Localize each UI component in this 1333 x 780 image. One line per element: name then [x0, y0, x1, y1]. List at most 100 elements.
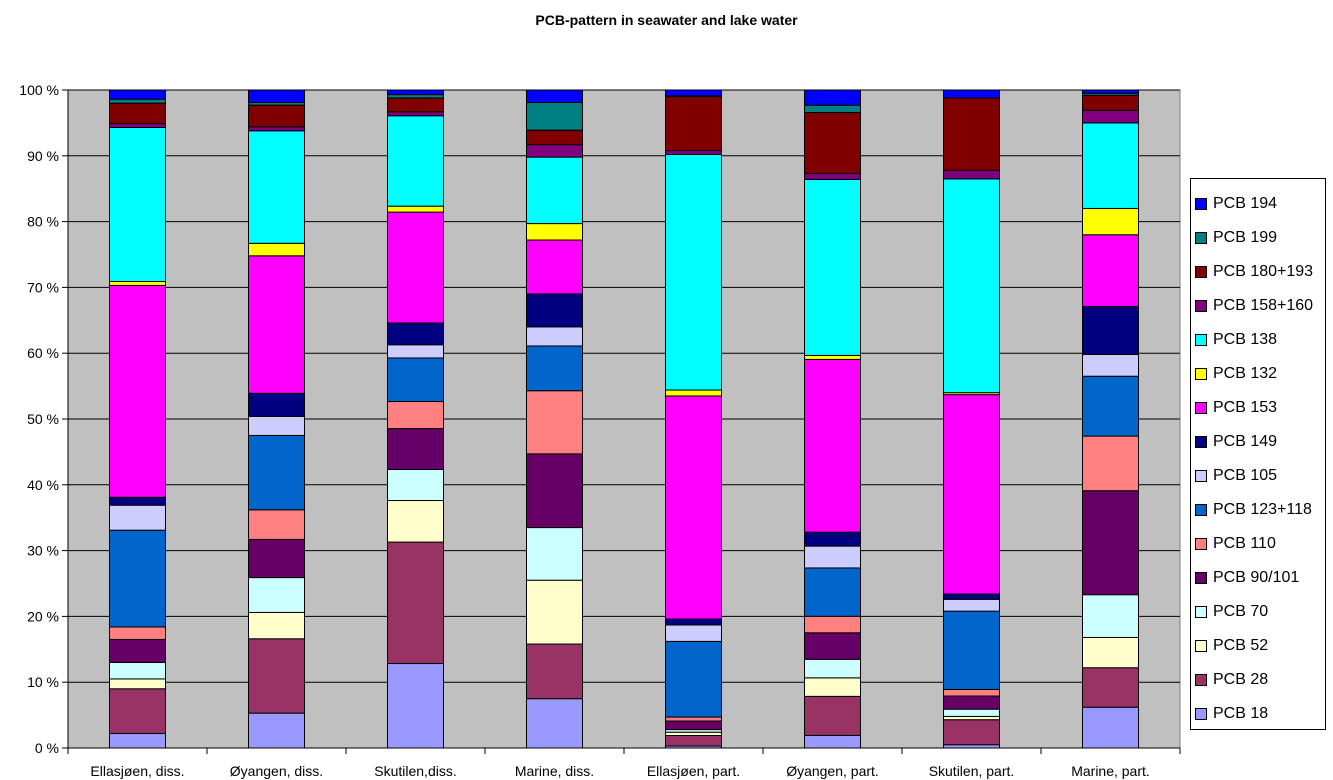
bar-segment — [1082, 375, 1139, 437]
bar-segment — [1082, 636, 1139, 669]
legend-label: PCB 138 — [1213, 331, 1278, 348]
legend-swatch — [1195, 538, 1207, 550]
bar-segment — [943, 178, 1000, 394]
legend-swatch — [1195, 606, 1207, 618]
bar-segment — [804, 695, 861, 736]
bar-segment — [943, 719, 1000, 746]
legend-label: PCB 90/101 — [1213, 569, 1300, 586]
bar-segment — [248, 509, 305, 540]
bar-segment — [1082, 594, 1139, 638]
bar-segment — [248, 538, 305, 579]
bar-segment — [387, 89, 444, 96]
bar-segment — [943, 169, 1000, 180]
bar-segment — [387, 500, 444, 543]
bar-segment — [1082, 667, 1139, 708]
bar-segment — [109, 89, 166, 100]
x-tick-label: Øyangen, diss. — [230, 763, 323, 779]
bar-segment — [804, 567, 861, 617]
legend-label: PCB 158+160 — [1213, 297, 1314, 314]
bar-segment — [804, 354, 861, 360]
bar-segment — [1082, 109, 1139, 124]
bar-segment — [109, 504, 166, 531]
legend-item: PCB 70 — [1191, 595, 1325, 629]
bar-segment — [804, 615, 861, 634]
bar-segment — [248, 712, 305, 749]
y-tick-label: 0 % — [35, 740, 59, 756]
bar-segment — [1082, 706, 1139, 749]
legend-label: PCB 123+118 — [1213, 501, 1312, 518]
legend-label: PCB 105 — [1213, 467, 1278, 484]
bar-segment — [109, 123, 166, 129]
bar-segment — [109, 127, 166, 282]
bar-segment — [387, 111, 444, 117]
legend-label: PCB 194 — [1213, 195, 1278, 212]
bar-segment — [109, 529, 166, 628]
bar-segment — [1082, 94, 1139, 111]
legend-label: PCB 70 — [1213, 603, 1269, 620]
legend-label: PCB 149 — [1213, 433, 1278, 450]
legend-item: PCB 105 — [1191, 459, 1325, 493]
bar-segment — [387, 663, 444, 749]
bar-segment — [943, 89, 1000, 99]
bar-segment — [804, 531, 861, 547]
legend-label: PCB 199 — [1213, 229, 1278, 246]
bar-segment — [387, 428, 444, 470]
bar-segment — [804, 178, 861, 356]
bar-segment — [387, 541, 444, 665]
bar-segment — [109, 733, 166, 749]
bar-segment — [526, 527, 583, 581]
y-tick-label: 20 % — [27, 608, 59, 624]
bar-segment — [665, 716, 722, 722]
bar-segment — [665, 640, 722, 718]
legend-swatch — [1195, 334, 1207, 346]
bar-segment — [665, 89, 722, 97]
bar-segment — [248, 89, 305, 104]
bar-segment — [248, 255, 305, 394]
bar-segment — [665, 153, 722, 391]
bar-segment — [109, 661, 166, 680]
bar-segment — [526, 326, 583, 347]
x-tick-label: Skutilen,diss. — [374, 763, 456, 779]
bar-segment — [526, 129, 583, 146]
bar-segment — [804, 112, 861, 174]
y-tick-label: 50 % — [27, 411, 59, 427]
bar-segment — [526, 223, 583, 241]
x-tick-label: Ellasjøen, part. — [647, 763, 740, 779]
legend-swatch — [1195, 674, 1207, 686]
bar-segment — [943, 695, 1000, 710]
legend-item: PCB 199 — [1191, 221, 1325, 255]
bar-segment — [943, 97, 1000, 171]
legend-label: PCB 132 — [1213, 365, 1278, 382]
bar-segment — [1082, 89, 1139, 94]
legend-item: PCB 138 — [1191, 323, 1325, 357]
bar-segment — [804, 89, 861, 106]
bar-segment — [109, 678, 166, 690]
x-tick-label: Ellasjøen, diss. — [90, 763, 184, 779]
bar-segment — [1082, 122, 1139, 209]
y-tick-label: 90 % — [27, 148, 59, 164]
bar-segment — [248, 638, 305, 714]
x-tick-label: Skutilen, part. — [929, 763, 1015, 779]
bar-segment — [387, 344, 444, 359]
legend-swatch — [1195, 198, 1207, 210]
legend-swatch — [1195, 266, 1207, 278]
x-tick-label: Øyangen, part. — [786, 763, 879, 779]
legend-label: PCB 28 — [1213, 671, 1269, 688]
bar-segment — [387, 401, 444, 430]
bar-segment — [248, 242, 305, 257]
bar-segment — [804, 658, 861, 679]
legend-label: PCB 18 — [1213, 705, 1269, 722]
bar-segment — [526, 453, 583, 529]
bar-segment — [109, 284, 166, 498]
legend-swatch — [1195, 300, 1207, 312]
bar-segment — [109, 102, 166, 125]
bar-segment — [526, 579, 583, 645]
bar-segment — [526, 89, 583, 104]
bar-segment — [248, 434, 305, 511]
legend-item: PCB 180+193 — [1191, 255, 1325, 289]
bar-segment — [665, 150, 722, 155]
bar-segment — [804, 734, 861, 749]
legend-swatch — [1195, 470, 1207, 482]
y-tick-label: 100 % — [19, 82, 59, 98]
